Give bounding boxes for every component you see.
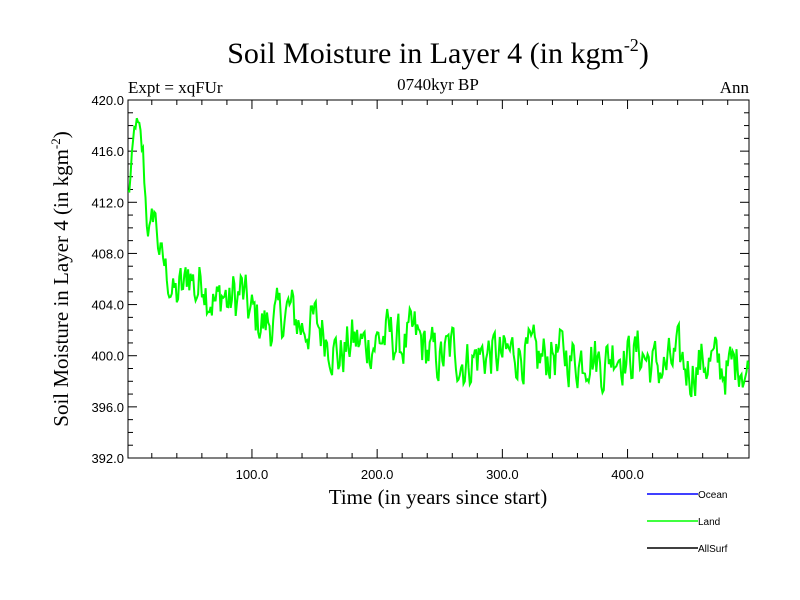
y-tick-label: 404.0 (91, 298, 124, 313)
y-tick-label: 400.0 (91, 349, 124, 364)
chart-title: Soil Moisture in Layer 4 (in kgm-2) (227, 35, 649, 70)
y-tick-label: 416.0 (91, 144, 124, 159)
legend-label-allsurf: AllSurf (698, 544, 728, 555)
y-tick-label: 408.0 (91, 246, 124, 261)
chart-title-end: ) (639, 37, 649, 70)
y-tick-label: 412.0 (91, 195, 124, 210)
x-tick-labels: 100.0 200.0 300.0 400.0 (236, 467, 644, 482)
y-axis-label-end: ) (49, 131, 73, 138)
plot-frame (127, 99, 750, 459)
axis-ticks (128, 99, 749, 459)
y-tick-labels: 392.0 396.0 400.0 404.0 408.0 412.0 416.0 420.0 (91, 93, 124, 466)
x-tick-label: 400.0 (611, 467, 644, 482)
legend-label-ocean: Ocean (698, 490, 727, 501)
land-series-line (128, 117, 749, 398)
y-axis-label-main: Soil Moisture in Layer 4 (in kgm (49, 149, 73, 427)
subtitle-experiment: Expt = xqFUr (128, 78, 223, 97)
y-tick-label: 392.0 (91, 451, 124, 466)
chart-title-main: Soil Moisture in Layer 4 (in kgm (227, 37, 624, 70)
y-tick-label: 420.0 (91, 93, 124, 108)
x-axis-label: Time (in years since start) (329, 485, 548, 509)
subtitle-season: Ann (720, 78, 750, 97)
legend-label-land: Land (698, 517, 720, 528)
subtitle-period: 0740kyr BP (397, 75, 479, 94)
x-tick-label: 100.0 (236, 467, 269, 482)
y-axis-label-superscript: -2 (48, 138, 63, 149)
y-tick-label: 396.0 (91, 400, 124, 415)
chart-title-superscript: -2 (624, 35, 639, 55)
y-axis-label: Soil Moisture in Layer 4 (in kgm-2) (48, 131, 73, 426)
x-tick-label: 300.0 (486, 467, 519, 482)
legend: Ocean Land AllSurf (647, 490, 728, 555)
x-tick-label: 200.0 (361, 467, 394, 482)
